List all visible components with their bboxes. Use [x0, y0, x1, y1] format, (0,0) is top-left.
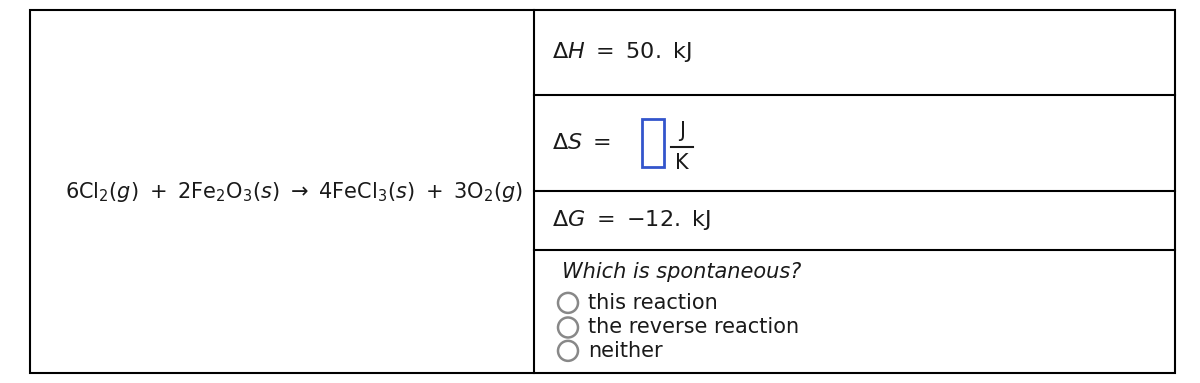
Ellipse shape: [558, 293, 578, 313]
Text: Which is spontaneous?: Which is spontaneous?: [562, 262, 802, 282]
Text: this reaction: this reaction: [588, 293, 718, 313]
Text: J: J: [679, 121, 685, 141]
Text: the reverse reaction: the reverse reaction: [588, 318, 799, 337]
Text: $\Delta G\ =\ {-12}.\ \mathrm{kJ}$: $\Delta G\ =\ {-12}.\ \mathrm{kJ}$: [552, 208, 712, 232]
Bar: [642, 119, 664, 167]
Text: neither: neither: [588, 341, 662, 361]
Text: $6\mathrm{Cl}_2(g)\ +\ 2\mathrm{Fe}_2\mathrm{O}_3(s)\ \rightarrow\ 4\mathrm{FeCl: $6\mathrm{Cl}_2(g)\ +\ 2\mathrm{Fe}_2\ma…: [65, 180, 523, 203]
Text: $\Delta H\ =\ 50.\ \mathrm{kJ}$: $\Delta H\ =\ 50.\ \mathrm{kJ}$: [552, 41, 692, 64]
Ellipse shape: [558, 341, 578, 361]
Text: K: K: [676, 153, 689, 173]
Ellipse shape: [558, 318, 578, 337]
Text: $\Delta S\ =$: $\Delta S\ =$: [552, 133, 611, 153]
